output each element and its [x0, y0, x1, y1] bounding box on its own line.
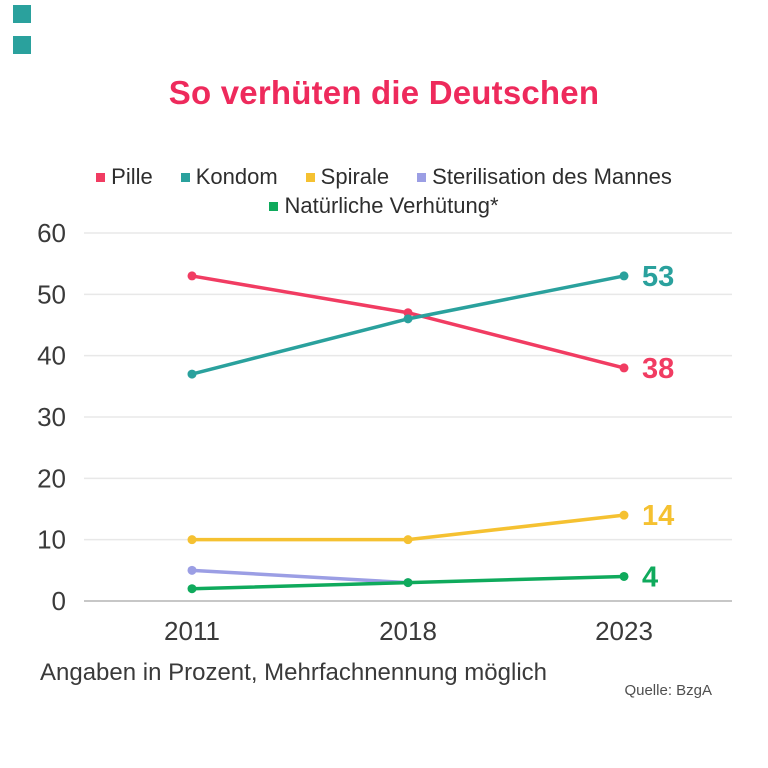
brand-square-top: [13, 5, 31, 23]
legend: Pille Kondom Spirale Sterilisation des Mann…: [0, 164, 768, 219]
y-axis-label-40: 40: [37, 341, 66, 371]
y-axis-label-50: 50: [37, 279, 66, 309]
data-point-spirale-2011: [187, 535, 197, 545]
legend-swatch-spirale: [305, 172, 315, 182]
legend-swatch-pille: [96, 172, 106, 182]
data-point-sterilisation-des-mannes-2011: [187, 565, 197, 575]
chart-title: So verhüten die Deutschen: [168, 74, 600, 111]
value-label-natürliche-verhütung: 4: [642, 561, 658, 593]
data-point-spirale-2023: [619, 510, 629, 520]
y-axis-label-0: 0: [52, 586, 66, 616]
legend-item-pille: Pille: [96, 164, 153, 190]
data-point-natürliche-verhütung-2023: [619, 571, 629, 581]
brand-square-bottom: [13, 36, 31, 54]
value-label-pille: 38: [642, 353, 674, 385]
y-axis-label-10: 10: [37, 525, 66, 555]
data-point-kondom-2018: [403, 314, 413, 324]
legend-row-2: Natürliche Verhütung*: [269, 193, 499, 219]
series-line-sterilisation-des-mannes: [190, 568, 410, 585]
data-point-pille-2023: [619, 363, 629, 373]
data-point-pille-2011: [187, 271, 197, 281]
x-axis-label-2023: 2023: [595, 616, 653, 646]
x-axis-label-2018: 2018: [379, 616, 437, 646]
y-axis-label-20: 20: [37, 463, 66, 493]
legend-label-spirale: Spirale: [320, 164, 390, 189]
series-line-kondom: [190, 274, 626, 376]
brand-mark: [13, 5, 31, 67]
legend-swatch-kondom: [180, 172, 190, 182]
legend-item-sterilisation-des-mannes: Sterilisation des Mannes: [417, 164, 672, 190]
footnote: Angaben in Prozent, Mehrfachnennung mögl…: [40, 659, 547, 686]
legend-item-natürliche-verhütung: Natürliche Verhütung*: [269, 193, 499, 219]
legend-label-sterilisation-des-mannes: Sterilisation des Mannes: [432, 164, 672, 189]
value-label-spirale: 14: [642, 500, 674, 532]
legend-item-kondom: Kondom: [180, 164, 278, 190]
data-point-natürliche-verhütung-2018: [403, 578, 413, 588]
source-label: Quelle: BzgA: [624, 682, 712, 699]
data-point-kondom-2023: [619, 271, 629, 281]
legend-label-kondom: Kondom: [195, 164, 278, 189]
y-axis-label-30: 30: [37, 402, 66, 432]
legend-item-spirale: Spirale: [305, 164, 390, 190]
data-point-natürliche-verhütung-2011: [187, 584, 197, 594]
y-axis-label-60: 60: [37, 218, 66, 248]
legend-swatch-sterilisation-des-mannes: [417, 172, 427, 182]
data-point-spirale-2018: [403, 535, 413, 545]
value-label-kondom: 53: [642, 261, 674, 293]
legend-row-1: Pille Kondom Spirale Sterilisation des Mann…: [96, 164, 672, 190]
legend-swatch-natürliche-verhütung: [269, 201, 279, 211]
legend-label-pille: Pille: [111, 164, 153, 189]
x-axis-label-2011: 2011: [164, 616, 220, 646]
legend-label-natürliche-verhütung: Natürliche Verhütung*: [284, 193, 499, 218]
data-point-kondom-2011: [187, 369, 197, 379]
